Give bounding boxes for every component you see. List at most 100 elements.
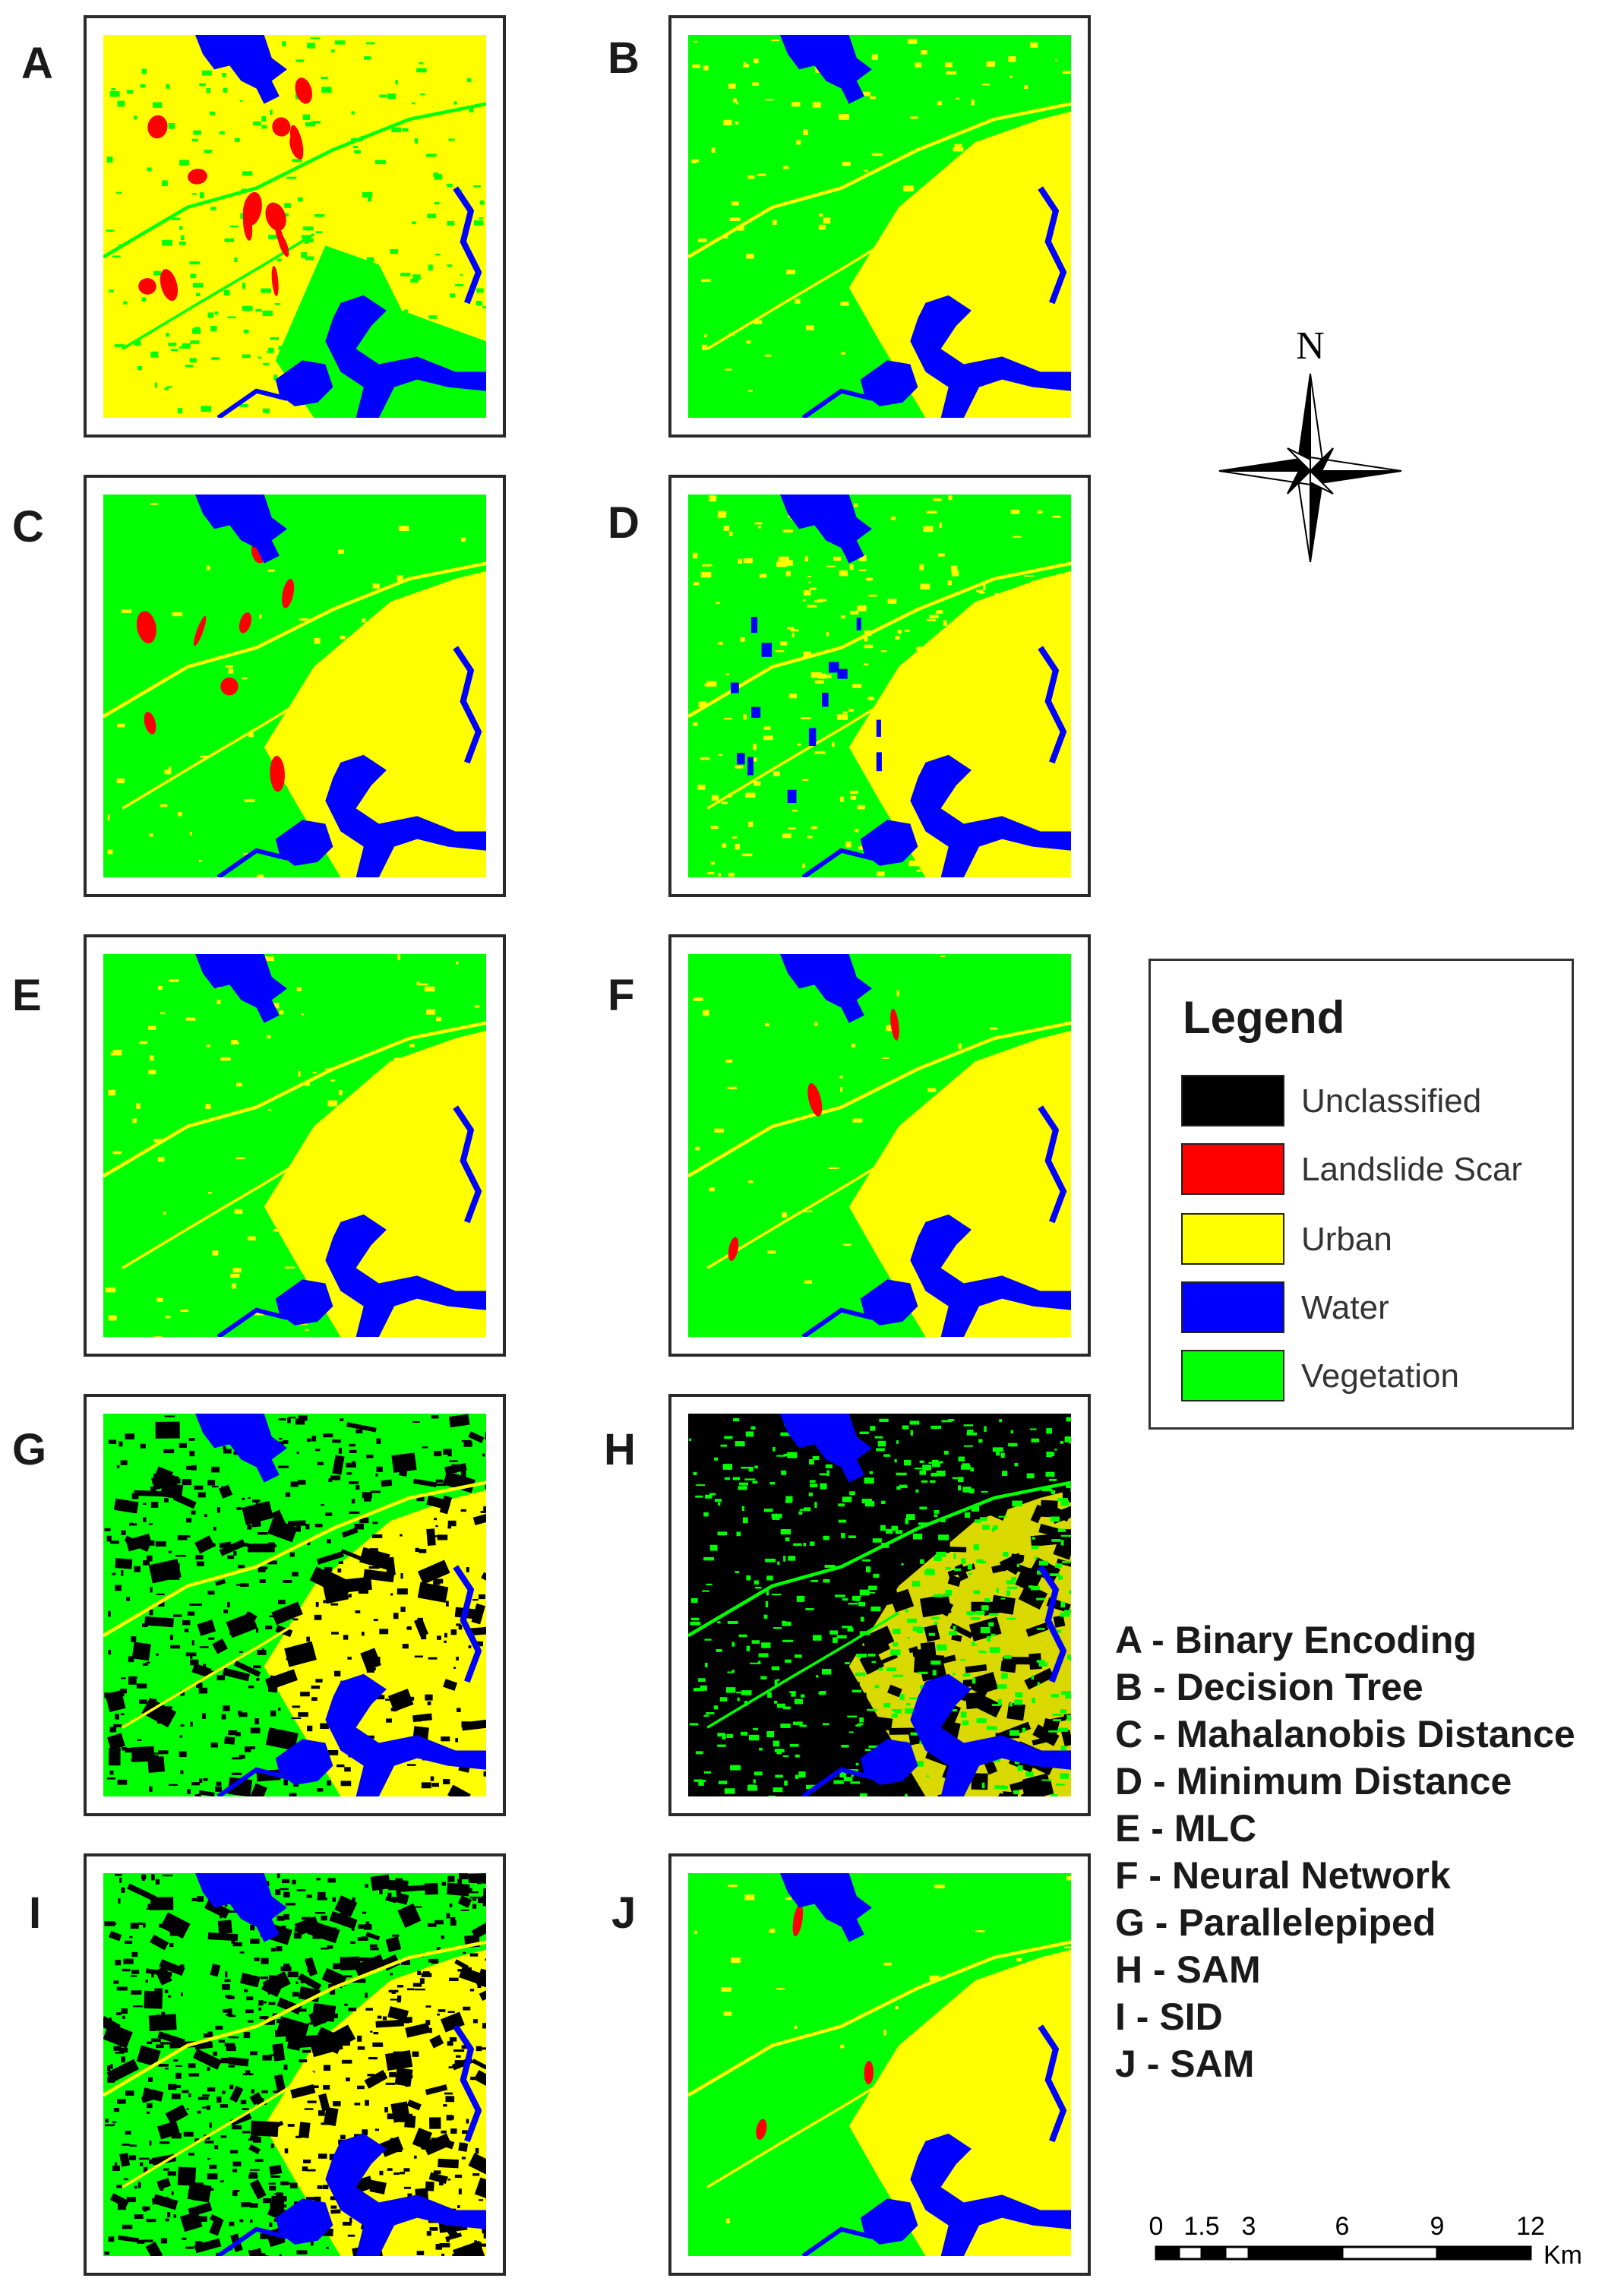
class-speckle <box>111 87 116 90</box>
class-speckle <box>697 1780 706 1782</box>
class-speckle <box>269 2054 276 2057</box>
class-speckle <box>194 1485 204 1490</box>
class-speckle <box>887 599 897 604</box>
class-speckle <box>796 140 801 145</box>
class-speckle <box>1011 2196 1019 2198</box>
class-speckle <box>365 1884 368 1888</box>
class-speckle <box>964 1445 974 1447</box>
class-speckle <box>302 114 311 121</box>
class-speckle <box>137 2239 145 2244</box>
class-speckle <box>1045 1471 1055 1477</box>
class-speckle <box>967 1564 972 1570</box>
unclassified-patch <box>722 1648 752 1668</box>
unclassified-patch <box>103 2016 121 2035</box>
class-speckle <box>153 270 162 276</box>
class-speckle <box>229 226 239 228</box>
class-speckle <box>194 1794 201 1796</box>
class-speckle <box>692 64 701 68</box>
class-speckle <box>976 1559 984 1563</box>
class-speckle <box>801 717 812 719</box>
class-speckle <box>270 2143 274 2149</box>
class-speckle <box>406 1626 412 1630</box>
class-speckle <box>305 256 314 261</box>
class-speckle <box>901 1563 904 1566</box>
class-speckle <box>169 1490 178 1496</box>
class-speckle <box>996 1449 1000 1456</box>
class-speckle <box>422 1971 430 1976</box>
class-speckle <box>367 196 371 202</box>
class-speckle <box>1003 1654 1012 1659</box>
class-speckle <box>114 1874 122 1876</box>
class-speckle <box>385 1698 390 1701</box>
class-speckle <box>267 1109 272 1111</box>
class-speckle <box>1055 1563 1063 1568</box>
class-speckle <box>818 224 826 230</box>
class-speckle <box>248 2174 258 2179</box>
class-speckle <box>390 1882 394 1888</box>
class-speckle <box>193 2196 198 2201</box>
class-speckle <box>354 2103 361 2106</box>
class-speckle <box>932 1670 937 1676</box>
class-speckle <box>155 1540 166 1547</box>
class-speckle <box>918 1671 928 1674</box>
class-speckle <box>1024 575 1035 577</box>
unclassified-patch <box>210 1964 221 1977</box>
class-speckle <box>750 1426 756 1430</box>
urban-area <box>264 1030 486 1337</box>
class-speckle <box>454 2174 463 2179</box>
class-speckle <box>121 1569 124 1576</box>
class-speckle <box>795 299 801 304</box>
class-speckle <box>446 2115 453 2121</box>
class-speckle <box>474 1004 480 1008</box>
unclassified-patch <box>309 1566 343 1594</box>
scale-tick-label: 12 <box>1516 2212 1545 2241</box>
class-speckle <box>1006 1580 1015 1585</box>
class-speckle <box>1046 1428 1052 1434</box>
class-speckle <box>255 1628 259 1633</box>
class-speckle <box>697 238 707 242</box>
class-speckle <box>307 1540 311 1546</box>
class-speckle <box>259 1579 266 1583</box>
class-speckle <box>956 699 959 704</box>
class-speckle <box>204 2140 214 2144</box>
unclassified-patch <box>242 1500 273 1525</box>
class-speckle <box>700 279 711 283</box>
class-speckle <box>357 1958 361 1966</box>
class-speckle <box>754 522 763 525</box>
class-speckle <box>295 1418 305 1425</box>
class-speckle <box>270 1948 276 1952</box>
class-speckle <box>473 1641 483 1647</box>
class-speckle <box>850 790 858 795</box>
class-speckle <box>239 1543 248 1547</box>
class-speckle <box>321 87 332 93</box>
class-speckle <box>118 1441 123 1447</box>
class-speckle <box>450 386 453 391</box>
class-speckle <box>210 1743 218 1748</box>
class-speckle <box>975 1930 985 1932</box>
class-speckle <box>1016 1957 1022 1962</box>
unclassified-patch <box>446 1882 470 1897</box>
class-speckle <box>998 1515 1006 1518</box>
class-speckle <box>1017 1765 1023 1771</box>
class-speckle <box>282 41 286 47</box>
class-speckle <box>283 1964 290 1967</box>
class-speckle <box>104 1528 111 1531</box>
class-speckle <box>366 1669 375 1673</box>
class-speckle <box>704 1638 712 1641</box>
class-speckle <box>740 637 745 642</box>
class-speckle <box>943 620 947 627</box>
class-speckle <box>1069 1535 1071 1537</box>
class-speckle <box>1055 767 1058 771</box>
class-speckle <box>1031 1674 1034 1680</box>
class-speckle <box>750 1662 760 1664</box>
class-speckle <box>322 2185 329 2190</box>
class-speckle <box>268 1975 276 1980</box>
unclassified-patch <box>1018 1454 1038 1468</box>
class-speckle <box>453 2049 465 2052</box>
class-speckle <box>221 1486 227 1490</box>
class-speckle <box>458 1195 463 1199</box>
class-speckle <box>341 2059 352 2064</box>
class-speckle <box>1017 346 1020 350</box>
class-speckle <box>259 615 262 619</box>
misclassified-water <box>808 728 817 747</box>
